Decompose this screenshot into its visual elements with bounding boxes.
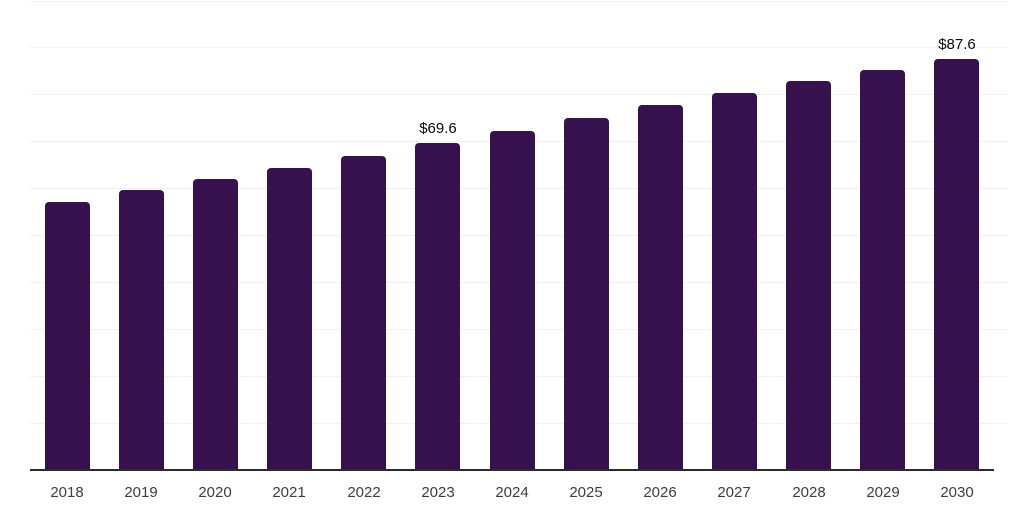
x-axis-label-2027: 2027 <box>717 484 751 501</box>
x-axis-label-2021: 2021 <box>272 484 306 501</box>
gridline <box>30 1 1008 2</box>
gridline <box>30 47 1008 48</box>
bar-2022 <box>341 156 386 470</box>
bar-2029 <box>860 70 905 470</box>
x-axis-label-2023: 2023 <box>421 484 455 501</box>
x-axis-label-2018: 2018 <box>50 484 84 501</box>
bar-2021 <box>267 168 312 470</box>
x-axis-label-2024: 2024 <box>495 484 529 501</box>
bar-2020 <box>193 179 238 470</box>
value-label-2023: $69.6 <box>419 120 457 137</box>
x-axis-label-2029: 2029 <box>866 484 900 501</box>
bar-2024 <box>490 131 535 470</box>
value-label-2030: $87.6 <box>938 36 976 53</box>
x-axis-label-2030: 2030 <box>940 484 974 501</box>
x-axis-label-2025: 2025 <box>569 484 603 501</box>
bar-2026 <box>638 105 683 470</box>
x-axis-label-2026: 2026 <box>643 484 677 501</box>
bar-2025 <box>564 118 609 470</box>
x-axis-label-2028: 2028 <box>792 484 826 501</box>
bar-2028 <box>786 81 831 470</box>
x-axis-label-2020: 2020 <box>198 484 232 501</box>
bar-2027 <box>712 93 757 470</box>
bar-2019 <box>119 190 164 470</box>
gridline <box>30 94 1008 95</box>
bar-2018 <box>45 202 90 470</box>
x-axis-line <box>30 469 994 471</box>
bar-2030 <box>934 59 979 470</box>
bar-2023 <box>415 143 460 470</box>
x-axis-label-2022: 2022 <box>347 484 381 501</box>
x-axis-label-2019: 2019 <box>124 484 158 501</box>
